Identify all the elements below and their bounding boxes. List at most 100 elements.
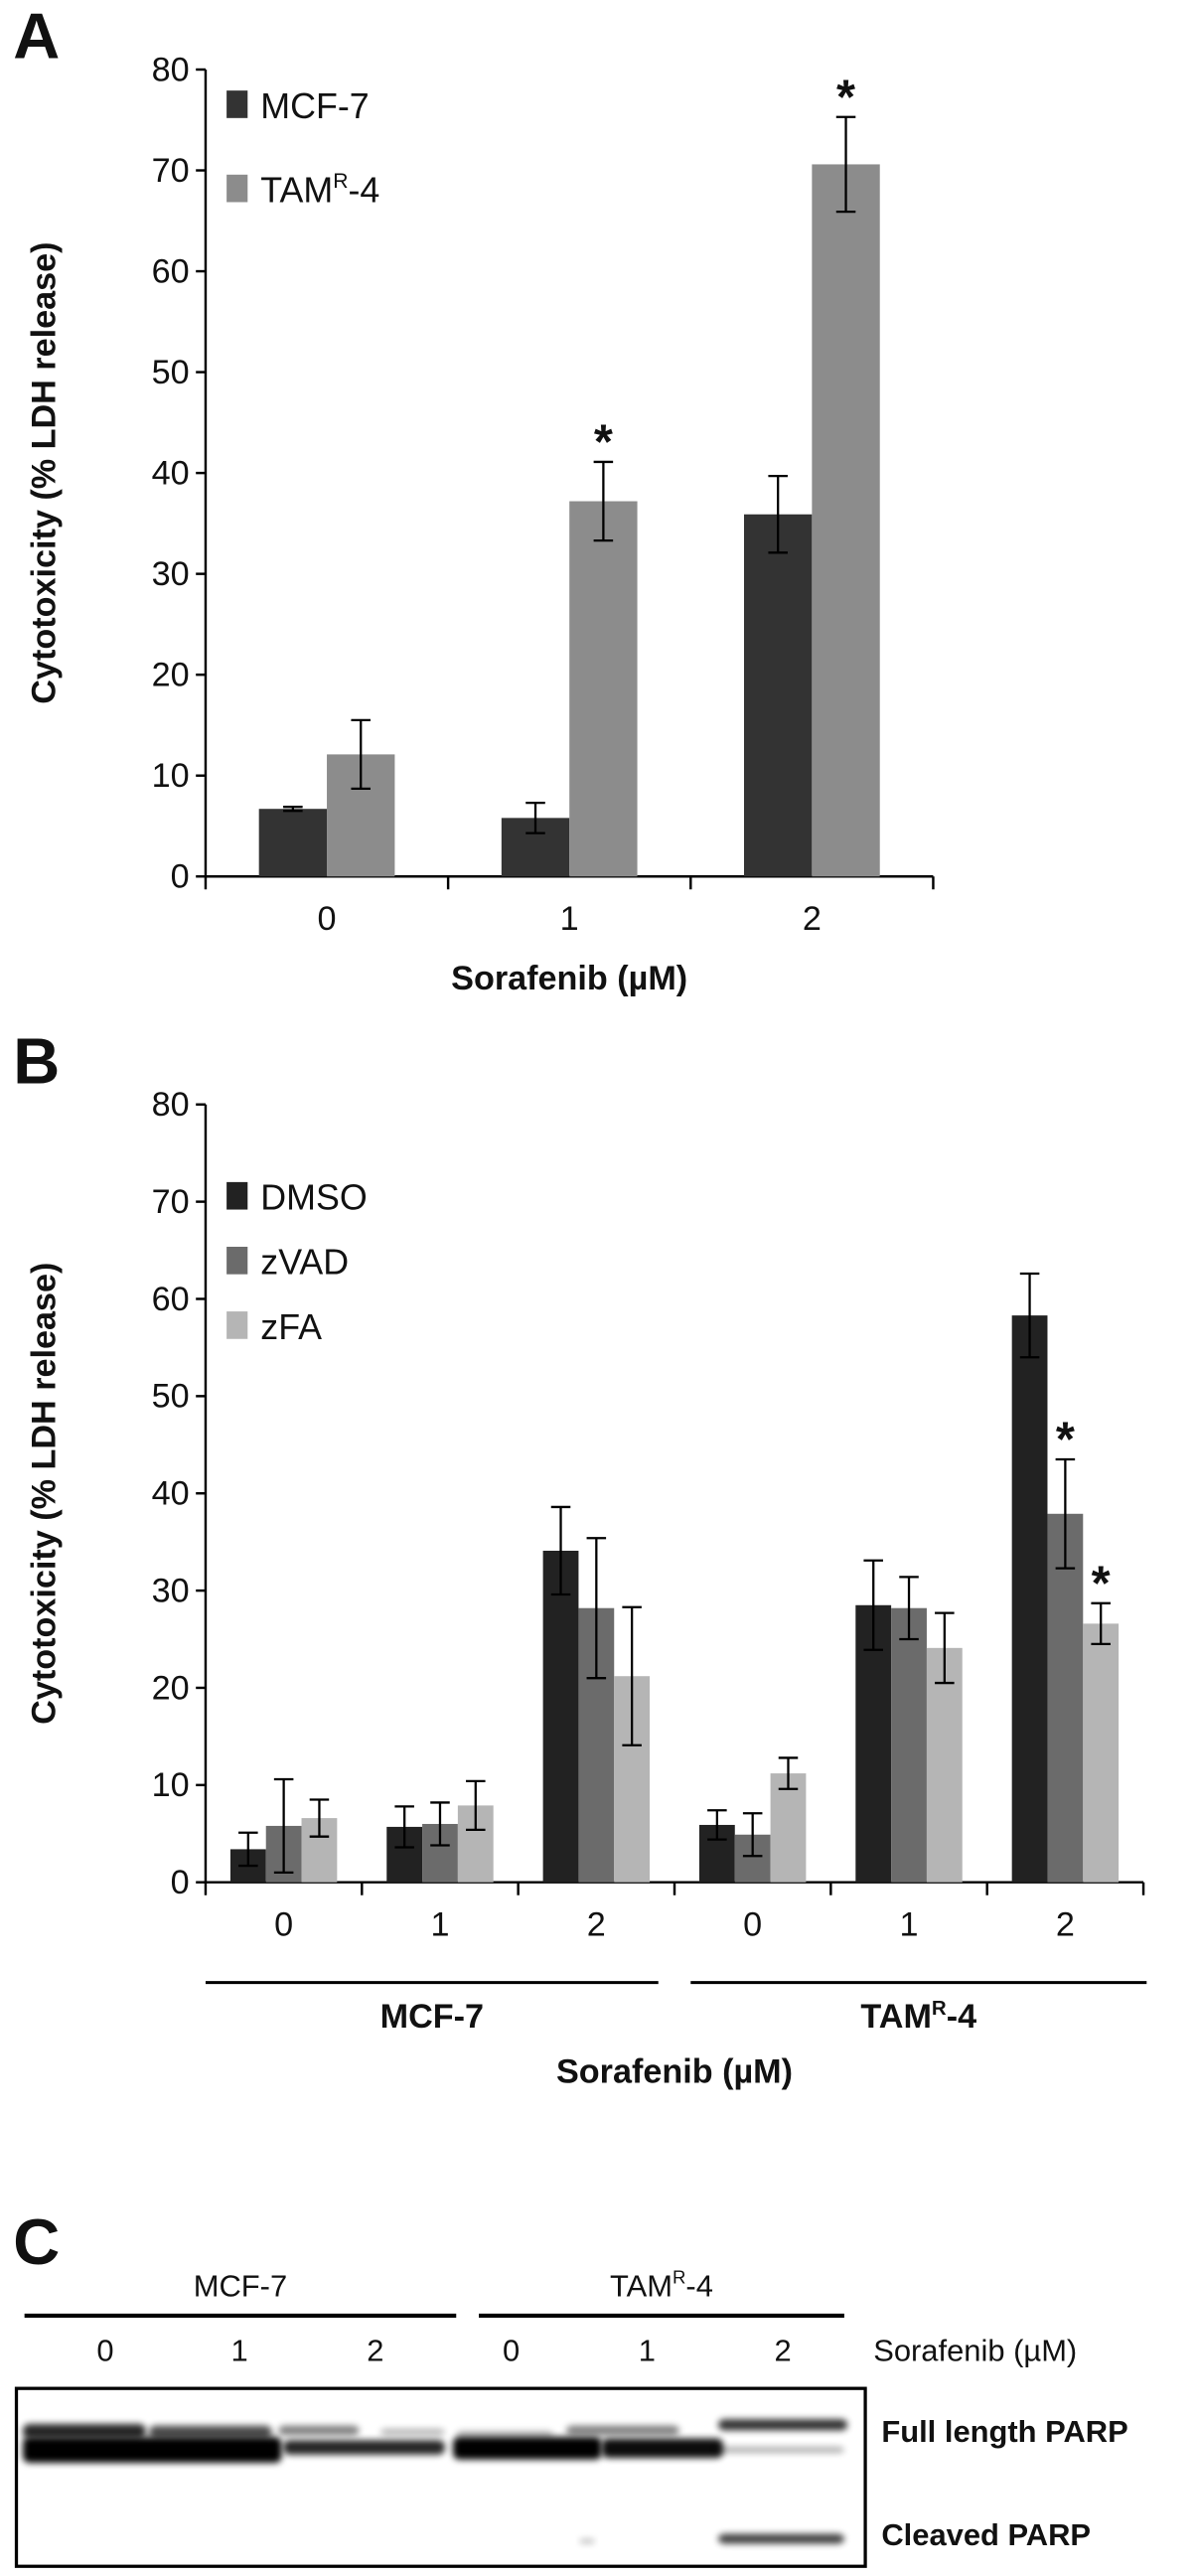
y-tick-label: 60 [152,1281,190,1318]
blot-band [23,2423,146,2439]
blot-band [578,2538,596,2544]
blot-band [278,2425,360,2436]
y-tick-label: 70 [152,152,190,190]
blot-treatment-label: Sorafenib (µM) [873,2334,1077,2368]
western-blot-panel: MCF-7 TAMR-4 0 1 2 0 1 2 Sorafenib (µM) Full leng… [14,2266,1128,2568]
blot-lane-label: 1 [639,2334,656,2368]
y-tick-label: 50 [152,1378,190,1416]
x-tick-label: 0 [743,1905,762,1943]
legend-swatch [226,174,248,203]
blot-lane-label: 0 [503,2334,520,2368]
blot-band [601,2438,723,2459]
blot-group-label-main: MCF-7 [194,2268,287,2303]
y-tick-label: 80 [152,1086,190,1124]
y-tick-label: 40 [152,1475,190,1513]
bar-tam-2 [812,164,880,877]
blot-lane-label: 0 [96,2334,113,2368]
legend-label: TAMR-4 [260,170,379,211]
blot-group-label-suffix: -4 [685,2268,712,2303]
bar-dmso-5 [1011,1315,1048,1883]
bar-zvad-5 [1047,1513,1084,1883]
y-tick-label: 20 [152,1669,190,1707]
y-tick-label: 20 [152,657,190,694]
blot-band-label-full-length: Full length PARP [881,2414,1127,2449]
bar-mcf7-0 [258,809,328,877]
blot-group-label-main: TAM [610,2268,673,2303]
blot-group-label: MCF-7 [194,2268,287,2303]
bar-dmso-2 [542,1550,579,1883]
panel-label-c: C [13,2205,60,2278]
blot-lane-label: 2 [367,2334,383,2368]
y-tick-label: 30 [152,555,190,593]
blot-band [717,2533,844,2544]
y-tick-label: 0 [171,1864,190,1901]
bar-zvad-4 [891,1607,927,1883]
y-tick-label: 10 [152,757,190,795]
legend-label-suffix: -4 [348,170,379,210]
y-tick-label: 60 [152,252,190,290]
legend-label: zVAD [260,1243,349,1283]
group-label-sup: R [932,1997,947,2020]
legend-label: zFA [260,1307,322,1347]
significance-star: * [836,71,855,124]
x-axis-title: Sorafenib (µM) [556,2053,793,2091]
blot-band [148,2425,272,2439]
legend-swatch [226,1246,248,1275]
y-tick-label: 70 [152,1183,190,1221]
y-tick-label: 50 [152,354,190,391]
significance-star: * [594,416,613,470]
legend-label-sup: R [333,170,348,193]
x-axis-title: Sorafenib (µM) [451,960,687,997]
x-tick-label: 2 [803,900,822,938]
panel-label-b: B [13,1025,60,1098]
blot-band [453,2437,602,2460]
legend-swatch [226,1311,248,1339]
y-tick-label: 40 [152,455,190,493]
bar-zfa-5 [1083,1623,1120,1883]
blot-band [283,2440,445,2455]
x-tick-label: 0 [274,1905,293,1943]
y-tick-label: 30 [152,1572,190,1609]
y-tick-label: 10 [152,1766,190,1804]
x-tick-label: 1 [430,1905,449,1943]
blot-group-label: TAMR-4 [610,2266,713,2303]
blot-band [379,2428,445,2436]
significance-star: * [1092,1558,1111,1611]
x-tick-label: 1 [560,900,579,938]
y-tick-label: 0 [171,858,190,896]
blot-lane-label: 1 [231,2334,248,2368]
legend-swatch [226,90,248,118]
bar-tam-1 [569,501,638,877]
group-label-main: MCF-7 [380,1998,484,2036]
blot-band [565,2425,679,2436]
significance-star: * [1056,1414,1075,1467]
blot-band [23,2437,282,2464]
legend-swatch [226,1181,248,1210]
bar-zfa-3 [770,1773,807,1883]
blot-band-label-cleaved: Cleaved PARP [881,2517,1091,2552]
blot-band [717,2419,848,2431]
bar-mcf7-2 [743,514,813,877]
chart-a: 0 10 20 30 40 50 60 70 80 0 1 2 * * MCF-7 TAMR-4 Cytotox… [26,51,935,997]
x-tick-label: 2 [1056,1905,1075,1943]
blot-band [456,2430,553,2439]
legend-label: DMSO [260,1178,367,1218]
y-tick-label: 80 [152,51,190,88]
y-axis-title: Cytotoxicity (% LDH release) [26,1263,64,1725]
blot-lane-label: 2 [774,2334,791,2368]
bar-dmso-4 [855,1604,892,1883]
blot-band [714,2446,844,2454]
blot-group-label-sup: R [673,2266,685,2287]
group-label-main: TAM [860,1998,931,2036]
x-tick-label: 2 [587,1905,606,1943]
group-label-suffix: -4 [947,1998,976,2036]
y-axis-title: Cytotoxicity (% LDH release) [26,241,64,703]
group-label: TAMR-4 [860,1997,976,2036]
group-label: MCF-7 [380,1998,484,2036]
x-tick-label: 1 [900,1905,919,1943]
bar-zfa-4 [926,1647,963,1883]
panel-label-a: A [13,0,60,73]
legend-label: MCF-7 [260,86,369,126]
x-tick-label: 0 [318,900,337,938]
